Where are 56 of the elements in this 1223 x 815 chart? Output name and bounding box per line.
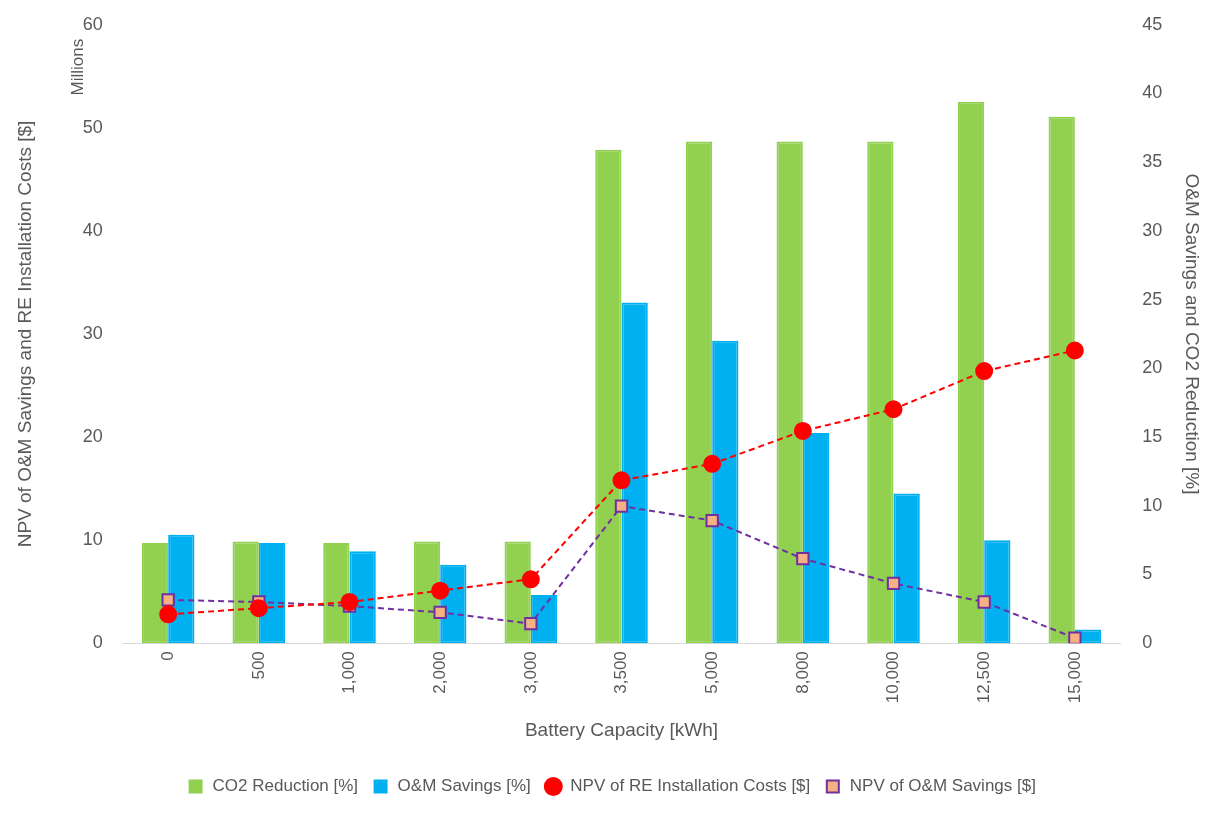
x-tick-label: 3,500 <box>611 651 631 694</box>
point <box>884 400 903 419</box>
point <box>614 499 629 513</box>
y-tick-label: 60 <box>82 13 103 34</box>
point <box>1065 341 1084 360</box>
x-tick-label: 2,000 <box>429 651 449 694</box>
point <box>524 616 538 631</box>
y2-tick-label: 20 <box>1142 357 1163 378</box>
point <box>159 605 178 624</box>
point <box>1068 631 1082 644</box>
y2-tick-label: 30 <box>1142 219 1163 240</box>
legend-label: CO2 Reduction [%] <box>212 776 359 796</box>
legend-label: NPV of RE Installation Costs [$] <box>570 776 811 796</box>
point <box>161 593 175 607</box>
point <box>977 595 991 609</box>
y2-tick-label: 25 <box>1142 288 1163 309</box>
point <box>249 599 268 618</box>
point <box>703 454 722 473</box>
x-tick-label: 3,000 <box>520 651 540 694</box>
legend-label: NPV of O&M Savings [$] <box>849 776 1036 796</box>
y2-tick-label: 0 <box>1142 632 1153 653</box>
y2-tick-label: 10 <box>1142 494 1163 515</box>
y-tick-label: 10 <box>82 529 103 550</box>
y-tick-label: 40 <box>82 219 103 240</box>
x-tick-label: 0 <box>157 651 177 661</box>
x-tick-label: 8,000 <box>792 651 812 694</box>
y2-axis-title: O&M Savings and CO2 Reduction [%] <box>1182 173 1204 495</box>
x-tick-label: 12,500 <box>973 651 993 704</box>
y-tick-label: 0 <box>92 632 103 653</box>
point <box>612 471 631 490</box>
y-tick-label: 30 <box>82 322 103 343</box>
y-tick-label: 20 <box>82 426 103 447</box>
point <box>340 592 359 611</box>
y2-tick-label: 5 <box>1142 563 1153 584</box>
point <box>433 605 447 619</box>
point <box>521 570 540 589</box>
point <box>886 576 901 591</box>
x-tick-label: 15,000 <box>1064 651 1084 704</box>
point <box>705 513 719 528</box>
x-tick-label: 500 <box>248 651 268 680</box>
y2-tick-label: 45 <box>1142 13 1163 34</box>
point <box>793 421 812 440</box>
text: Millions <box>67 38 87 96</box>
y2-tick-label: 15 <box>1142 426 1163 447</box>
legend-label: O&M Savings [%] <box>397 776 531 796</box>
point <box>431 581 450 600</box>
y2-tick-label: 35 <box>1142 151 1163 172</box>
y2-tick-label: 40 <box>1142 82 1163 103</box>
x-tick-label: 10,000 <box>883 651 903 704</box>
x-tick-label: 1,000 <box>339 651 359 694</box>
point <box>796 552 810 566</box>
x-axis-title: Battery Capacity [kWh] <box>524 718 719 740</box>
y-axis-title: NPV of O&M Savings and RE Installation Costs [$] <box>13 120 35 548</box>
y-tick-label: 50 <box>82 116 103 137</box>
x-tick-label: 5,000 <box>701 651 721 694</box>
point <box>975 362 994 381</box>
